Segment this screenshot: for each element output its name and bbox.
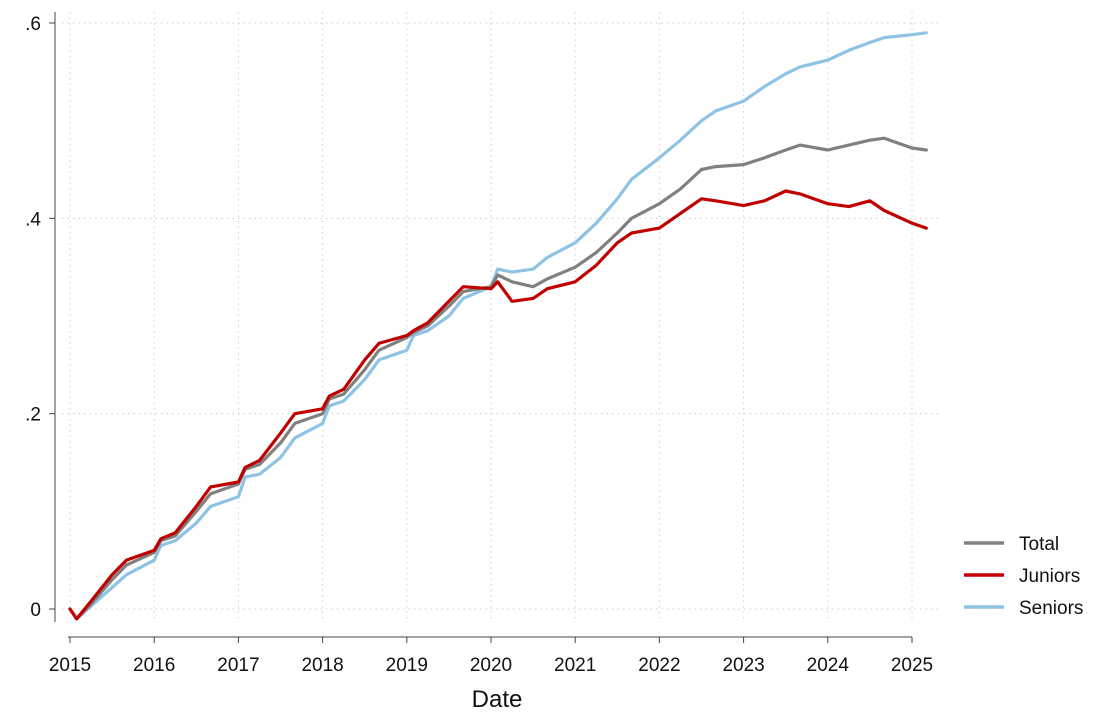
series-lines [68,31,928,621]
x-tick-label: 2023 [722,655,764,676]
x-tick-label: 2019 [386,655,428,676]
series-line-total [68,136,928,621]
legend-label-seniors: Seniors [1019,598,1083,619]
tick-labels: 0 .2 .4 .6 2015 2016 2017 2018 2019 2020 2021 2022 2… [25,14,933,676]
x-axis-label: Date [472,686,523,713]
series-line-juniors [68,189,928,621]
legend-label-total: Total [1019,534,1059,555]
axes [54,12,912,638]
legend: Total Juniors Seniors [964,534,1083,619]
y-tick-label: 0 [30,600,41,621]
gridlines [62,12,940,622]
x-tick-label: 2022 [638,655,680,676]
series-line-seniors [68,31,928,621]
y-tick-label: .4 [25,209,41,230]
y-tick-label: .6 [25,14,41,35]
legend-label-juniors: Juniors [1019,566,1080,587]
x-tick-label: 2015 [49,655,91,676]
x-tick-label: 2016 [133,655,175,676]
x-tick-label: 2017 [217,655,259,676]
x-tick-label: 2020 [470,655,512,676]
x-tick-label: 2025 [891,655,933,676]
x-tick-label: 2018 [301,655,343,676]
x-tick-label: 2021 [554,655,596,676]
y-tick-label: .2 [25,405,41,426]
x-tick-label: 2024 [807,655,850,676]
